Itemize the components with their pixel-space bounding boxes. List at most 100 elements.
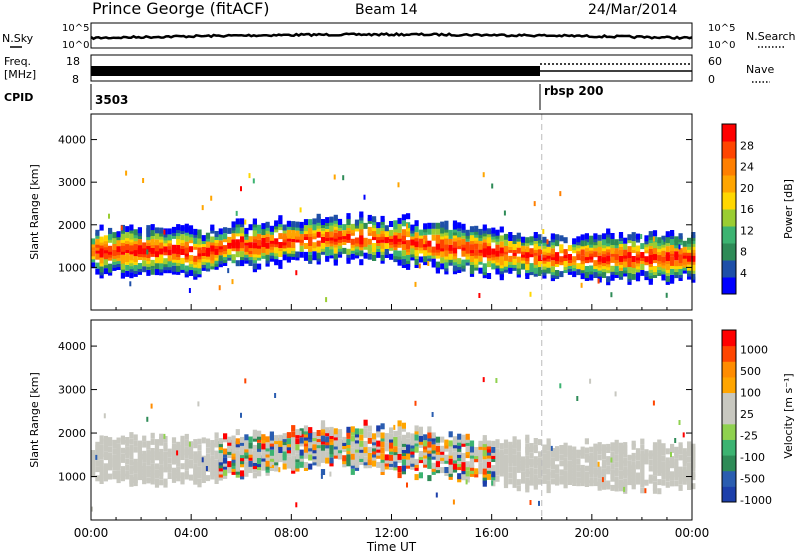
power-scatter-cell [299,207,302,213]
vel-cell [274,456,279,463]
vel-cell [465,461,470,468]
vel-cell [316,430,321,436]
vel-cell [367,446,372,453]
vel-cell [461,434,466,441]
power-cell [193,255,198,262]
vel-cell [606,480,611,487]
power-scatter-cell [184,248,187,254]
vel-cell [542,465,547,472]
vel-cell [516,463,521,470]
vel-cell [342,455,347,462]
vel-cell [435,445,440,452]
vel-cell [627,470,632,476]
vel-cell [469,467,475,474]
vel-cell [384,436,389,443]
power-cell [376,228,381,235]
vel-cell [146,450,151,456]
vel-cell [201,461,206,468]
vel-cell [474,450,479,457]
vel-cell [584,465,589,472]
vel-scatter-cell [576,396,579,401]
power-cell [393,235,398,242]
power-cell [452,241,458,248]
power-cell [133,256,138,262]
vel-cell [129,474,134,481]
vel-cell [380,423,385,430]
power-cell [623,237,628,244]
vel-cell [159,479,164,486]
power-cell [286,241,291,248]
power-cell [499,235,504,242]
vel-cell [691,449,696,456]
colorbar-segment [722,392,736,409]
vel-cell [525,443,530,450]
vel-cell [137,449,142,456]
power-cell [567,254,572,260]
vel-cell [657,445,662,452]
power-cell [342,224,347,231]
colorbar-tick-label: 28 [740,139,754,152]
vel-cell [431,453,436,460]
power-cell [452,265,458,272]
vel-cell [184,461,189,468]
vel-cell [99,435,104,442]
power-cell [248,242,253,249]
vel-cell [516,451,521,458]
power-cell [652,266,658,272]
power-cell [257,233,262,240]
vel-cell [133,434,138,441]
power-cell [461,223,466,230]
vel-cell [193,478,198,485]
vel-cell [372,448,377,455]
vel-cell [589,465,594,471]
power-scatter-cell [610,292,613,298]
vel-cell [329,442,334,449]
vel-cell [210,440,215,446]
vel-cell [640,459,645,466]
vel-cell [491,465,496,472]
power-cell [180,257,185,264]
vel-cell [103,463,108,470]
power-cell [176,245,181,251]
power-cell [325,255,330,262]
vel-cell [291,425,296,432]
vel-cell [235,459,240,466]
vel-cell [269,431,274,438]
vel-cell [448,458,453,465]
vel-cell [661,461,666,468]
vel-cell [227,439,232,446]
power-cell [576,263,581,270]
vel-cell [652,484,658,491]
vel-cell [465,436,470,443]
vel-cell [116,446,121,453]
vel-cell [478,449,483,456]
vel-cell [525,477,530,484]
power-scatter-cell [597,278,600,284]
vel-cell [112,455,117,461]
vel-cell [427,441,432,448]
power-cell [406,231,411,238]
vel-cell [223,460,228,467]
vel-scatter-cell [644,488,647,494]
vel-cell [108,473,113,480]
vel-cell [367,459,372,466]
vel-cell [648,465,653,472]
vel-cell [393,446,398,453]
vel-cell [559,469,564,476]
vel-cell [542,444,547,451]
vel-cell [389,436,394,443]
vel-cell [457,476,462,483]
vel-cell [427,456,432,463]
power-cell [674,251,679,258]
vel-cell [589,446,594,453]
vel-cell [623,487,628,494]
vel-cell [354,458,360,465]
vel-cell [171,470,177,477]
vel-cell [235,465,240,472]
power-cell [91,250,96,257]
vel-cell [542,459,547,466]
power-cell [601,239,607,246]
vel-cell [533,468,538,475]
vel-cell [652,457,658,464]
power-cell [503,239,509,246]
